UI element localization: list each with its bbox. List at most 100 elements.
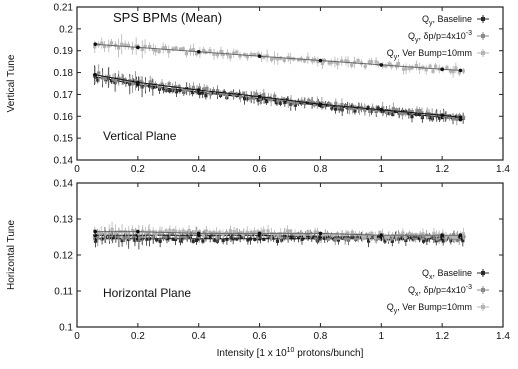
data-point: [337, 105, 341, 109]
data-point: [327, 102, 331, 106]
legend-label-text: , δp/p=4x10: [418, 31, 465, 41]
data-point: [334, 101, 338, 105]
data-point: [184, 88, 188, 92]
data-point: [438, 116, 442, 120]
data-point: [117, 46, 121, 50]
data-point: [275, 239, 280, 243]
data-point: [232, 230, 236, 234]
data-point: [373, 235, 377, 240]
data-point: [109, 79, 114, 83]
data-point: [347, 106, 351, 111]
series-2: [93, 64, 466, 126]
data-point: [130, 82, 135, 86]
data-point: [395, 234, 399, 238]
data-point: [252, 230, 257, 234]
data-point: [173, 237, 178, 241]
x-tick-label: 0.6: [253, 164, 267, 175]
data-point: [448, 69, 453, 73]
y-tick-label: 0.2: [59, 24, 73, 35]
data-point: [219, 49, 223, 54]
data-point: [232, 93, 236, 97]
data-point: [327, 61, 331, 65]
legend-marker-point: [481, 288, 485, 292]
data-point: [282, 58, 286, 62]
data-point: [280, 238, 284, 242]
data-point: [256, 52, 260, 56]
data-point: [134, 44, 138, 48]
data-point: [178, 234, 182, 239]
data-point: [313, 230, 317, 234]
data-point: [130, 46, 134, 50]
data-point: [378, 231, 382, 235]
data-point: [346, 231, 350, 235]
legend-label-main: Q: [408, 31, 415, 41]
data-point: [289, 236, 293, 240]
data-point: [111, 77, 115, 81]
data-point: [282, 97, 286, 101]
data-point: [454, 235, 458, 239]
data-point: [390, 239, 394, 243]
key-data-point: [379, 107, 384, 112]
data-point: [244, 94, 249, 98]
data-point: [103, 232, 108, 236]
key-data-point: [318, 102, 323, 107]
data-point: [356, 58, 360, 63]
data-point: [256, 235, 260, 239]
data-point: [160, 82, 164, 86]
data-point: [248, 96, 252, 100]
legend-marker-point: [481, 51, 485, 55]
data-point: [370, 231, 374, 236]
legend-marker-point: [481, 271, 485, 275]
data-point: [104, 76, 108, 81]
legend-entry-3: Qy, Ver Bump=10mm: [387, 302, 489, 315]
data-point: [320, 233, 324, 237]
data-point: [147, 229, 151, 233]
data-point: [433, 64, 438, 68]
data-point: [369, 60, 374, 64]
x-tick-label: 0: [74, 164, 80, 175]
x-tick-label: 0.6: [253, 331, 267, 342]
data-point: [346, 60, 350, 64]
data-point: [167, 49, 171, 54]
data-point: [431, 69, 435, 73]
data-point: [374, 237, 378, 242]
data-point: [164, 85, 168, 90]
data-point: [188, 48, 193, 52]
legend-entry-2: Qx, δp/p=4x10-3: [408, 284, 489, 298]
key-data-point: [136, 80, 140, 85]
data-point: [138, 79, 142, 84]
x-tick-label: 0.8: [313, 331, 327, 342]
data-point: [215, 89, 220, 93]
data-point: [376, 106, 380, 110]
data-point: [191, 85, 195, 89]
legend-marker-point: [481, 305, 485, 309]
y-tick-label: 0.17: [54, 90, 74, 101]
data-point: [333, 107, 338, 111]
data-point: [131, 234, 135, 238]
data-point: [451, 235, 455, 239]
data-point: [306, 230, 310, 234]
data-point: [138, 235, 142, 239]
data-point: [225, 237, 229, 241]
data-point: [204, 229, 208, 233]
data-point: [123, 234, 127, 239]
data-point: [296, 232, 300, 237]
data-point: [228, 229, 233, 233]
data-point: [184, 52, 189, 56]
legend-label: Qy, Ver Bump=10mm: [387, 302, 472, 315]
data-point: [428, 116, 432, 120]
data-point: [212, 238, 216, 242]
trend-line: [95, 231, 461, 236]
data-point: [410, 233, 414, 237]
data-point: [93, 239, 98, 243]
data-point: [227, 232, 232, 237]
x-tick-label: 1.4: [496, 164, 510, 175]
data-point: [369, 109, 374, 113]
data-point: [211, 91, 215, 95]
data-point: [99, 231, 103, 235]
data-point: [256, 98, 260, 102]
data-point: [201, 239, 205, 243]
legend-label: Qx, Baseline: [422, 268, 472, 281]
data-point: [441, 239, 445, 243]
data-point: [242, 91, 246, 95]
